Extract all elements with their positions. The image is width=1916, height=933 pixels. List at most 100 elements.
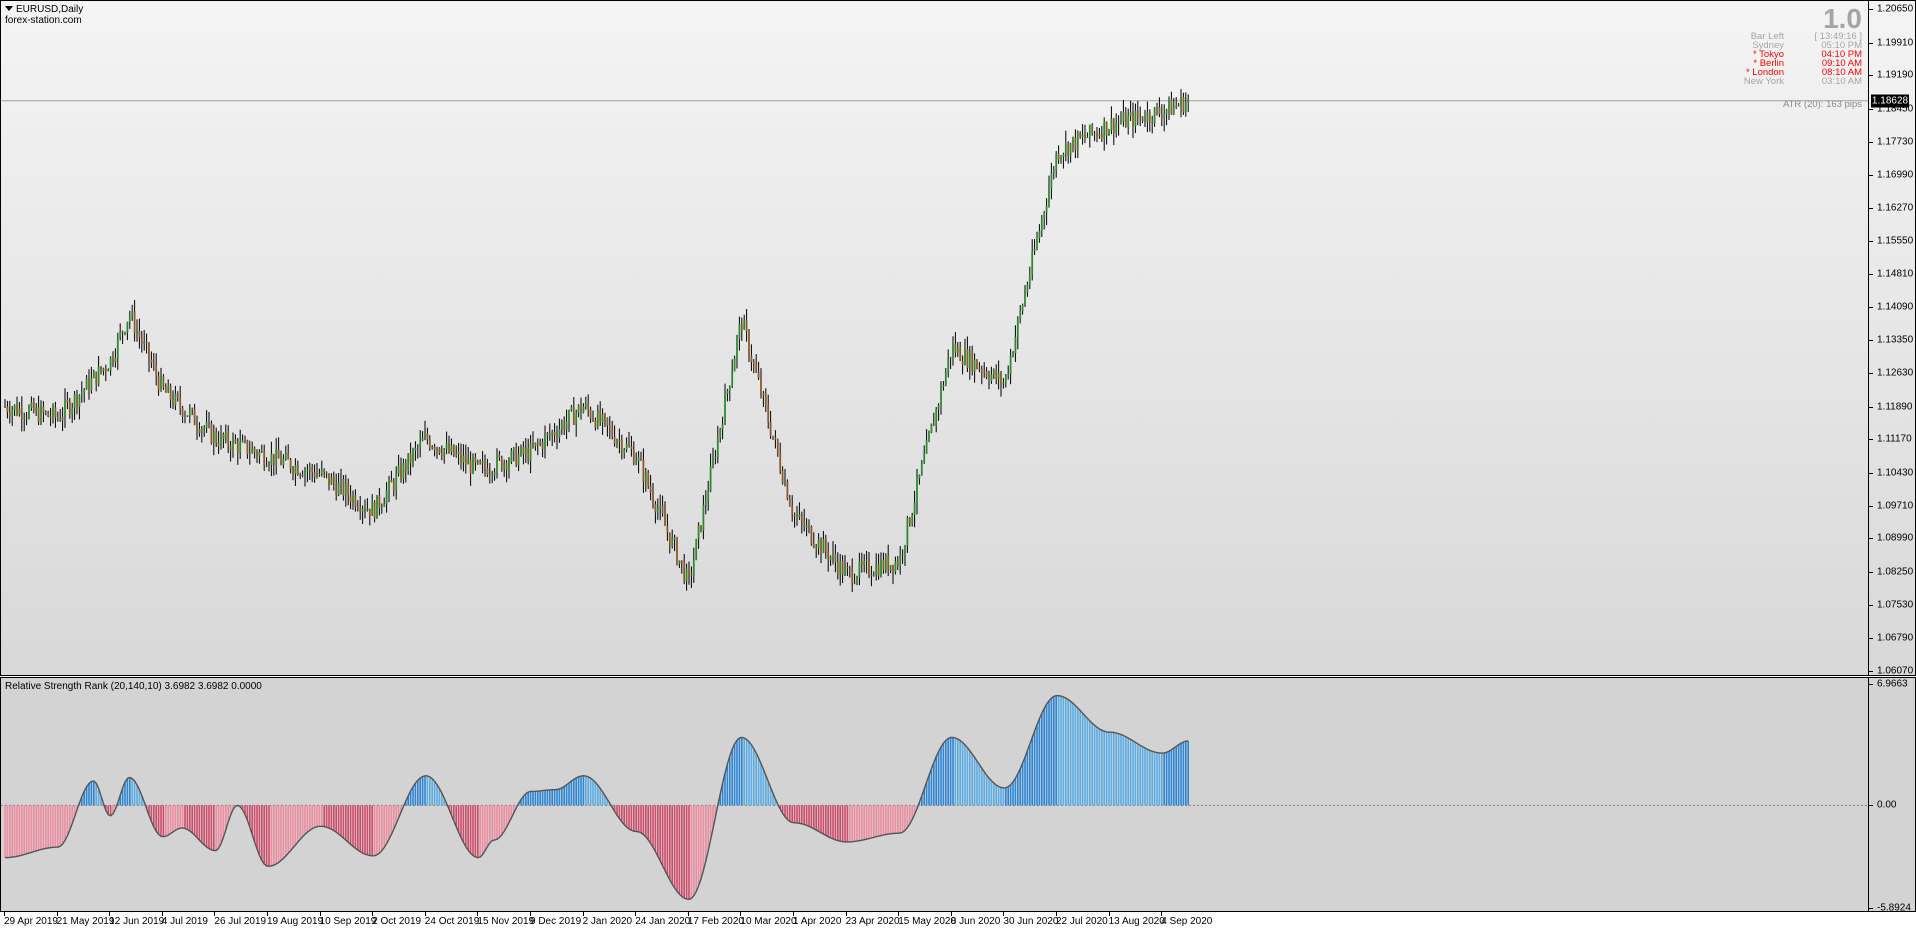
price-axis-tick xyxy=(1869,306,1873,308)
candle-body xyxy=(916,478,918,503)
candle-body xyxy=(198,429,201,434)
price-axis-tick xyxy=(1869,473,1873,475)
candle-body xyxy=(409,453,412,463)
candle-body xyxy=(366,508,369,511)
candle-body xyxy=(47,411,50,417)
candle-body xyxy=(116,337,119,358)
candle-body xyxy=(404,462,407,471)
indicator-plot-area[interactable]: Relative Strength Rank (20,140,10) 3.698… xyxy=(1,678,1869,911)
candle-body xyxy=(114,357,117,362)
candle-body xyxy=(781,470,784,483)
dropdown-caret-icon[interactable] xyxy=(5,6,13,11)
candle-body xyxy=(260,450,263,452)
candle-body xyxy=(179,397,182,408)
candle-body xyxy=(880,559,882,576)
candle-body xyxy=(599,410,602,423)
candle-body xyxy=(1093,132,1096,134)
candle-body xyxy=(1040,218,1043,231)
candle-body xyxy=(1048,188,1050,206)
candle-body xyxy=(992,370,995,375)
candle-body xyxy=(308,467,311,471)
candle-body xyxy=(1153,107,1156,123)
time-axis-tick xyxy=(424,912,426,916)
candle-body xyxy=(1064,143,1067,155)
candle-body xyxy=(757,371,760,379)
candle-body xyxy=(462,455,465,463)
candle-body xyxy=(220,434,222,447)
candle-body xyxy=(368,508,371,516)
candle-body xyxy=(1052,170,1055,173)
time-axis-tick xyxy=(687,912,689,916)
candle-body xyxy=(83,389,86,393)
candle-body xyxy=(894,561,897,572)
candle-body xyxy=(1000,373,1002,385)
price-axis[interactable]: 1.20650 1.19910 1.19190 1.18450 1.17730 1.169… xyxy=(1869,1,1916,677)
session-name: Bar Left xyxy=(1750,31,1784,42)
candle-body xyxy=(373,502,376,519)
candle-body xyxy=(248,453,251,455)
time-axis-tick xyxy=(740,912,742,916)
price-axis-label: 1.13350 xyxy=(1877,334,1914,346)
candle-body xyxy=(532,443,534,447)
candle-body xyxy=(6,406,9,413)
candle-body xyxy=(316,473,318,478)
candle-body xyxy=(479,460,482,464)
rsr-histogram-chart[interactable] xyxy=(1,678,1869,911)
time-axis-tick xyxy=(267,912,268,916)
candle-body xyxy=(486,468,489,476)
time-axis-label: 21 May 2019 xyxy=(56,916,115,927)
big-value: 1.0 xyxy=(1823,3,1862,34)
candle-body xyxy=(954,344,957,353)
candle-body xyxy=(1086,137,1089,139)
candle-body xyxy=(743,320,746,330)
candle-body xyxy=(913,502,916,516)
price-axis-label: 1.10430 xyxy=(1877,467,1914,479)
indicator-pane[interactable]: Relative Strength Rank (20,140,10) 3.698… xyxy=(0,677,1916,914)
candle-body xyxy=(121,331,124,333)
candle-body xyxy=(620,440,623,453)
indicator-axis[interactable]: 6.9663 0.00 -5.8924 xyxy=(1869,678,1916,914)
candlestick-chart[interactable] xyxy=(1,1,1869,675)
candle-body xyxy=(152,362,155,365)
candle-body xyxy=(253,448,256,453)
candle-body xyxy=(328,473,330,485)
time-axis-label: 23 Apr 2020 xyxy=(845,916,900,927)
candle-body xyxy=(1151,121,1154,123)
candle-body xyxy=(904,545,906,555)
price-axis-tick xyxy=(1869,406,1873,408)
candle-body xyxy=(726,390,729,394)
candle-body xyxy=(32,402,35,412)
candle-body xyxy=(66,400,69,403)
candle-body xyxy=(990,374,993,381)
candle-body xyxy=(107,370,110,372)
candle-body xyxy=(584,402,587,407)
candle-body xyxy=(942,385,945,387)
candle-body xyxy=(88,378,90,391)
source-watermark: forex-station.com xyxy=(5,15,82,26)
candle-body xyxy=(1024,292,1026,306)
time-axis-label: 4 Sep 2020 xyxy=(1161,916,1213,927)
candle-body xyxy=(844,566,846,575)
candle-body xyxy=(431,447,434,449)
candle-body xyxy=(556,435,558,438)
candle-body xyxy=(275,448,278,466)
candle-body xyxy=(961,360,964,365)
candle-body xyxy=(11,409,14,416)
candle-body xyxy=(848,567,851,569)
candle-body xyxy=(1129,111,1132,116)
time-axis[interactable]: 29 Apr 2019 21 May 2019 12 Jun 2019 4 Jul 2… xyxy=(0,912,1868,933)
candle-body xyxy=(1007,373,1010,376)
candle-body xyxy=(59,418,62,421)
price-plot-area[interactable]: EURUSD,Daily forex-station.com 1.0 Bar L… xyxy=(1,1,1869,675)
candle-body xyxy=(529,443,532,461)
candle-body xyxy=(553,432,556,436)
candle-body xyxy=(623,449,626,453)
price-axis-label: 1.19190 xyxy=(1877,69,1914,81)
candle-body xyxy=(896,561,899,567)
candle-body xyxy=(438,448,441,453)
current-price-label: 1.18628 xyxy=(1871,94,1909,108)
candle-body xyxy=(1124,112,1127,127)
price-pane[interactable]: EURUSD,Daily forex-station.com 1.0 Bar L… xyxy=(0,0,1916,677)
candle-body xyxy=(364,508,366,511)
candle-body xyxy=(524,448,527,455)
